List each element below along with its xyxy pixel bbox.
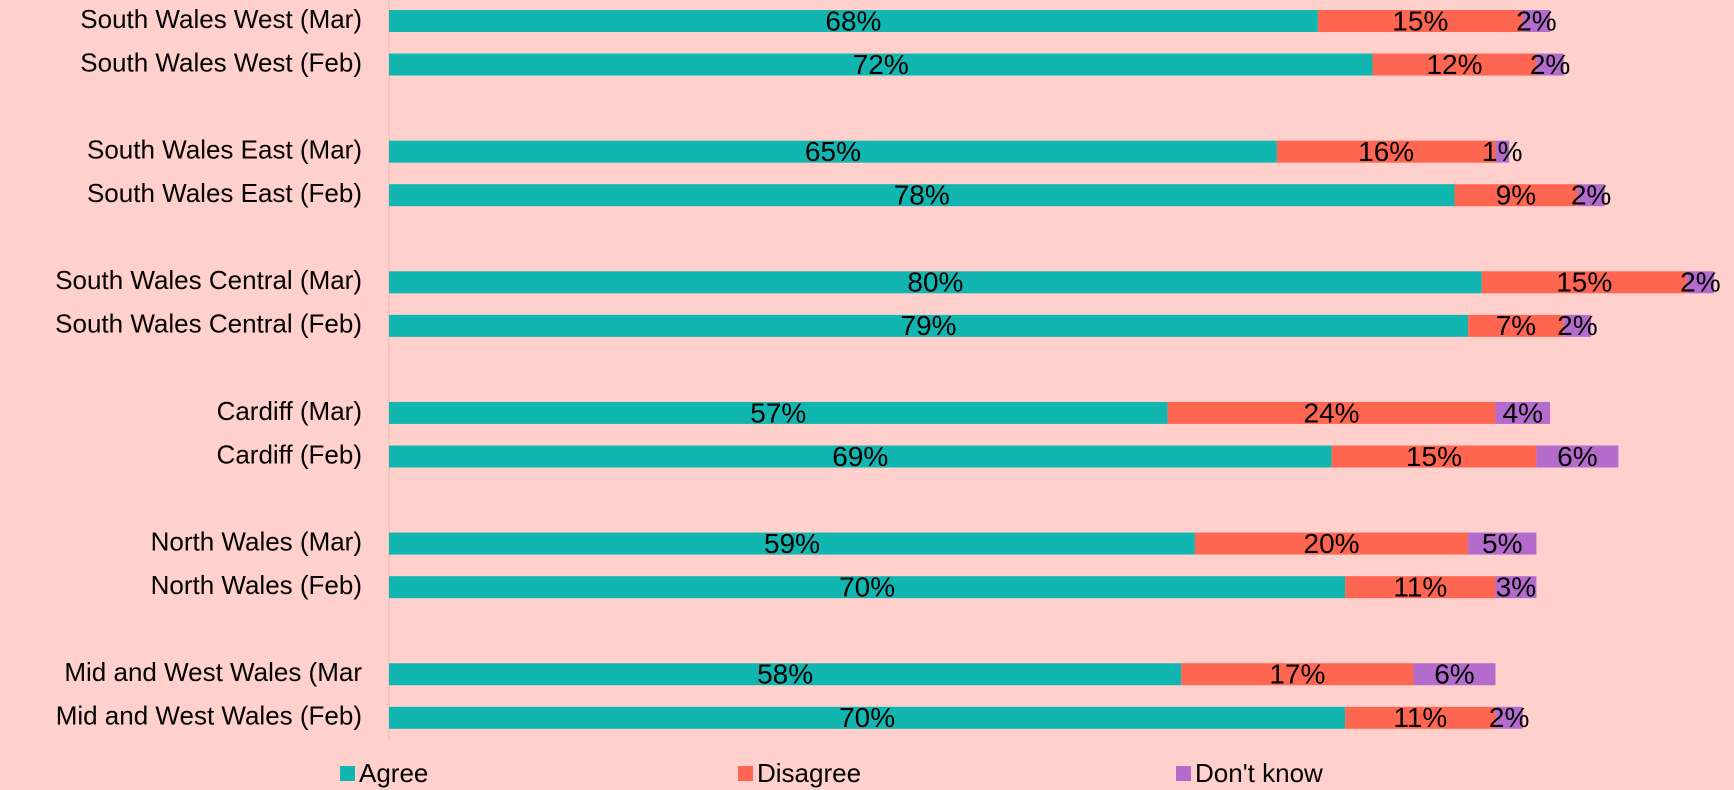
data-label: 2% bbox=[1680, 267, 1720, 298]
data-label: 6% bbox=[1434, 659, 1474, 690]
data-label: 7% bbox=[1496, 310, 1536, 341]
bar-segment bbox=[1686, 271, 1715, 294]
category-label: North Wales (Feb) bbox=[151, 570, 362, 600]
data-label: 57% bbox=[750, 397, 806, 428]
category-label: South Wales East (Feb) bbox=[87, 178, 362, 208]
bar-segment bbox=[1317, 10, 1523, 32]
data-label: 4% bbox=[1503, 397, 1543, 428]
category-label: South Wales Central (Mar) bbox=[55, 265, 362, 295]
legend-swatch bbox=[1176, 766, 1191, 781]
data-label: 65% bbox=[805, 136, 861, 167]
data-label: 68% bbox=[825, 5, 881, 36]
category-label: Mid and West Wales (Feb) bbox=[56, 701, 362, 731]
bar-segment bbox=[1454, 184, 1578, 207]
data-label: 11% bbox=[1393, 572, 1447, 603]
bar-segment bbox=[1536, 445, 1619, 468]
data-label: 79% bbox=[901, 310, 957, 341]
bar-segment bbox=[1372, 53, 1537, 76]
bar-segment bbox=[1481, 271, 1687, 294]
data-label: 70% bbox=[839, 702, 895, 733]
data-label: 59% bbox=[764, 528, 820, 559]
data-label: 2% bbox=[1571, 180, 1611, 211]
category-label: Cardiff (Mar) bbox=[217, 396, 362, 426]
data-label: 1% bbox=[1482, 136, 1522, 167]
bar-segment bbox=[1181, 663, 1414, 686]
data-label: 80% bbox=[907, 267, 963, 298]
legend-swatch bbox=[340, 766, 355, 781]
bar-segment bbox=[1495, 140, 1510, 163]
bar-segment bbox=[389, 445, 1332, 468]
data-label: 9% bbox=[1496, 180, 1536, 211]
bar-segment bbox=[389, 140, 1277, 163]
data-label: 6% bbox=[1557, 441, 1597, 472]
category-label: South Wales West (Feb) bbox=[80, 47, 362, 77]
bar-segment bbox=[1577, 184, 1605, 207]
data-label: 58% bbox=[757, 659, 813, 690]
bar-segment bbox=[389, 184, 1455, 207]
data-label: 17% bbox=[1269, 659, 1325, 690]
bar-segment bbox=[389, 271, 1482, 294]
data-label: 2% bbox=[1516, 5, 1556, 36]
bar-segment bbox=[389, 663, 1182, 686]
data-label: 15% bbox=[1392, 5, 1448, 36]
bar-segment bbox=[1276, 140, 1496, 163]
bar-segment bbox=[389, 401, 1168, 424]
data-label: 24% bbox=[1304, 397, 1360, 428]
data-label: 69% bbox=[832, 441, 888, 472]
data-label: 3% bbox=[1496, 572, 1536, 603]
legend-label: Don't know bbox=[1195, 758, 1323, 788]
bar-segment bbox=[389, 10, 1318, 32]
data-label: 2% bbox=[1557, 310, 1597, 341]
bar-segment bbox=[1194, 532, 1469, 555]
data-label: 12% bbox=[1426, 49, 1482, 80]
category-label: Cardiff (Feb) bbox=[217, 439, 362, 469]
category-label: South Wales Central (Feb) bbox=[55, 309, 362, 339]
data-label: 11% bbox=[1393, 702, 1447, 733]
data-label: 70% bbox=[839, 572, 895, 603]
data-label: 15% bbox=[1556, 267, 1612, 298]
bar-segment bbox=[1536, 53, 1564, 76]
category-label: South Wales West (Mar) bbox=[80, 4, 362, 34]
data-label: 72% bbox=[853, 49, 909, 80]
data-label: 5% bbox=[1482, 528, 1522, 559]
data-label: 20% bbox=[1304, 528, 1360, 559]
bar-segment bbox=[389, 53, 1373, 76]
bar-segment bbox=[1345, 706, 1496, 729]
bar-segment bbox=[389, 314, 1469, 337]
data-label: 78% bbox=[894, 180, 950, 211]
bar-segment bbox=[1468, 532, 1537, 555]
legend-swatch bbox=[738, 766, 753, 781]
category-label: South Wales East (Mar) bbox=[87, 135, 362, 165]
data-label: 2% bbox=[1489, 702, 1529, 733]
bar-segment bbox=[1413, 663, 1496, 686]
bar-segment bbox=[1522, 10, 1551, 32]
data-label: 2% bbox=[1530, 49, 1570, 80]
legend-label: Agree bbox=[359, 758, 428, 788]
data-label: 16% bbox=[1358, 136, 1414, 167]
bar-segment bbox=[1495, 706, 1523, 729]
bar-segment bbox=[389, 706, 1346, 729]
category-label: Mid and West Wales (Mar bbox=[64, 657, 362, 687]
bar-segment bbox=[389, 532, 1195, 555]
bar-segment bbox=[1563, 314, 1592, 337]
category-label: North Wales (Mar) bbox=[151, 526, 362, 556]
legend-label: Disagree bbox=[757, 758, 861, 788]
bar-segment bbox=[1495, 576, 1537, 599]
bar-segment bbox=[389, 576, 1346, 599]
bar-segment bbox=[1345, 576, 1496, 599]
data-label: 15% bbox=[1406, 441, 1462, 472]
bar-segment bbox=[1495, 401, 1551, 424]
bar-segment bbox=[1167, 401, 1496, 424]
bar-segment bbox=[1468, 314, 1564, 337]
bar-segment bbox=[1331, 445, 1537, 468]
